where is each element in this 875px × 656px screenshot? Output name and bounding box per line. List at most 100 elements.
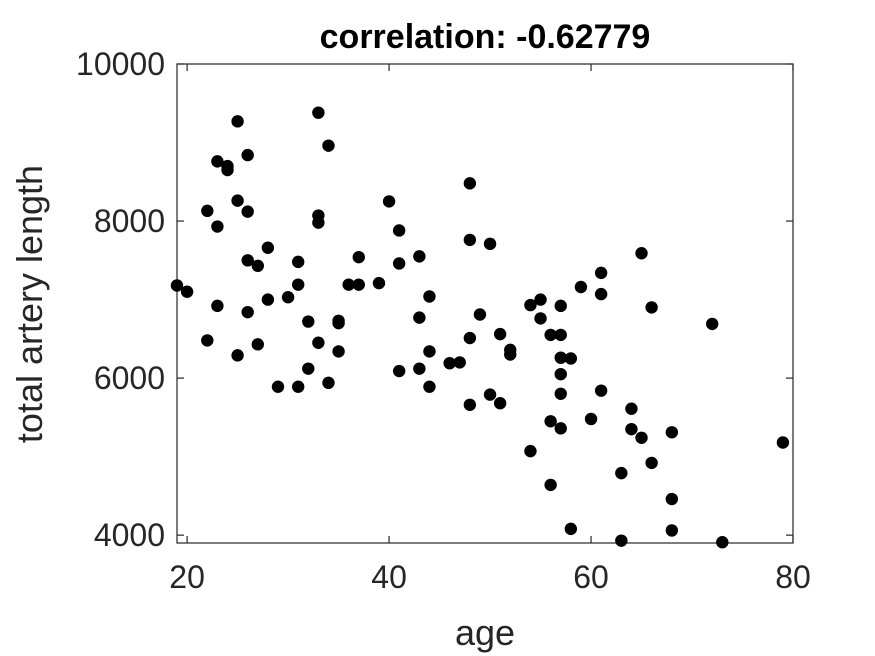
data-point [261,293,275,306]
data-point [201,334,214,347]
data-point [483,237,497,251]
data-point [584,412,598,426]
data-point [291,255,305,269]
data-point [251,338,264,351]
data-point [554,422,567,435]
data-point [524,444,537,458]
data-point [554,299,567,313]
data-point [423,380,436,393]
data-point [665,426,679,439]
data-point [291,278,305,291]
data-point [180,285,194,298]
data-point [423,345,436,358]
data-point [493,397,507,410]
data-point [332,316,345,330]
data-point [776,436,790,449]
data-point [554,367,567,381]
data-point [706,317,719,331]
data-point [473,308,487,321]
data-point [645,301,658,314]
data-point [231,349,244,362]
data-point [554,387,567,401]
y-tick-label: 10000 [76,46,165,82]
data-point [413,362,426,375]
data-point [524,298,537,312]
data-point [241,254,254,267]
data-point [463,233,477,247]
data-point [564,352,578,365]
y-axis-label: total artery length [9,165,50,443]
data-point [322,139,335,152]
data-point [291,380,305,393]
y-tick-label: 4000 [94,517,165,553]
y-tick-label: 6000 [94,360,165,396]
data-point [625,422,638,436]
data-point [413,311,426,324]
data-point [544,478,557,492]
data-point [241,205,254,218]
data-point [352,278,365,291]
data-point [413,250,426,263]
data-point [312,336,325,349]
data-point [504,348,517,361]
data-point [372,276,386,290]
plot-area [176,63,794,544]
data-point [241,148,254,162]
data-point [241,305,254,319]
data-point [625,402,638,415]
data-point [312,216,325,229]
data-point [261,241,275,254]
data-point [221,163,234,177]
data-point [594,266,608,280]
data-point [271,380,285,393]
data-point [443,356,456,370]
data-point [665,524,679,537]
data-point [534,312,547,325]
data-point [332,345,345,358]
data-point [302,315,315,328]
data-point [342,278,355,291]
data-point [493,327,507,341]
data-point [635,247,648,260]
data-point [615,534,628,547]
data-point [392,257,406,270]
data-point [483,388,497,401]
data-point [594,384,608,397]
data-point [392,364,406,378]
chart-title: correlation: -0.62779 [320,18,651,56]
data-point [463,177,477,190]
data-point [201,204,214,218]
data-point [312,106,325,119]
x-tick-label: 20 [169,559,205,595]
data-point [231,115,244,128]
x-axis-label: age [455,612,515,653]
data-point [554,328,567,342]
data-point [564,522,578,536]
data-point [211,155,224,168]
data-point [635,431,648,444]
x-tick-label: 60 [573,559,609,595]
data-point [281,291,295,304]
data-point [574,280,588,294]
data-point [544,328,557,342]
data-point [352,250,365,264]
data-point [251,259,264,273]
data-point [554,351,567,364]
data-point [211,220,224,233]
data-point [615,466,628,480]
data-point [544,415,557,428]
data-point [665,492,679,506]
y-tick-label: 8000 [94,203,165,239]
data-point [645,456,658,470]
data-point [211,299,224,313]
data-point [231,194,244,207]
data-point [453,356,466,369]
data-point [382,195,396,208]
x-tick-label: 80 [775,559,811,595]
data-point [423,290,436,303]
data-point [322,376,335,390]
data-point [392,224,406,237]
data-point [463,398,477,411]
data-point [170,279,184,292]
